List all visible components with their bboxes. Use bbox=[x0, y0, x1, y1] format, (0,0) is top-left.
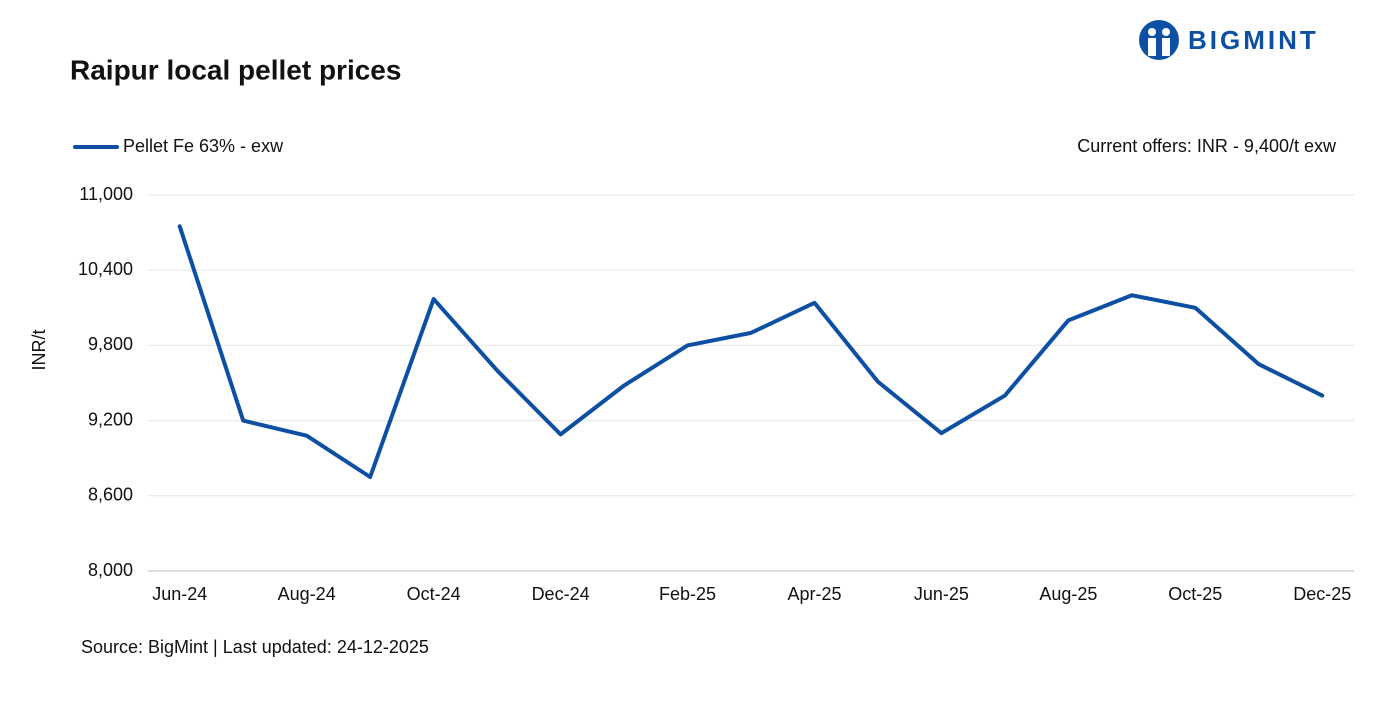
chart-title: Raipur local pellet prices bbox=[70, 54, 401, 85]
legend-label: Pellet Fe 63% - exw bbox=[123, 136, 284, 156]
logo-icon bbox=[1148, 28, 1156, 36]
x-tick-label: Feb-25 bbox=[659, 584, 716, 604]
x-tick-label: Apr-25 bbox=[787, 584, 841, 604]
x-tick-label: Aug-24 bbox=[278, 584, 336, 604]
logo: BIGMINT bbox=[1139, 20, 1319, 60]
x-tick-label: Dec-25 bbox=[1293, 584, 1351, 604]
x-tick-label: Jun-25 bbox=[914, 584, 969, 604]
logo-icon bbox=[1162, 38, 1170, 56]
y-tick-label: 9,800 bbox=[88, 334, 133, 354]
x-tick-label: Oct-25 bbox=[1168, 584, 1222, 604]
logo-icon bbox=[1139, 20, 1179, 60]
y-tick-label: 8,000 bbox=[88, 560, 133, 580]
logo-text: BIGMINT bbox=[1188, 25, 1319, 55]
series-line bbox=[177, 224, 1325, 479]
annotation: Current offers: INR - 9,400/t exw bbox=[1077, 136, 1337, 156]
logo-icon bbox=[1148, 38, 1156, 56]
y-tick-label: 8,600 bbox=[88, 485, 133, 505]
y-axis-label: INR/t bbox=[29, 329, 49, 370]
y-tick-label: 11,000 bbox=[79, 184, 133, 204]
y-tick-label: 10,400 bbox=[78, 259, 133, 279]
y-tick-label: 9,200 bbox=[88, 409, 133, 429]
x-tick-label: Jun-24 bbox=[152, 584, 207, 604]
x-tick-label: Aug-25 bbox=[1039, 584, 1097, 604]
source: Source: BigMint | Last updated: 24-12-20… bbox=[81, 637, 429, 657]
logo-icon bbox=[1162, 28, 1170, 36]
x-tick-label: Dec-24 bbox=[532, 584, 590, 604]
x-tick-label: Oct-24 bbox=[407, 584, 461, 604]
